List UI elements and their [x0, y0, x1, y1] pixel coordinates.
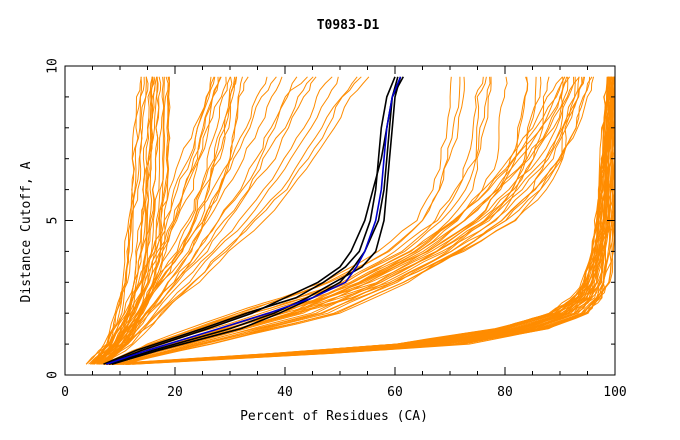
x-axis-label: Percent of Residues (CA) [240, 409, 428, 424]
orange-model-curve-9 [96, 76, 159, 365]
orange-model-curve-46 [105, 76, 452, 365]
orange-model-curve-2 [93, 76, 143, 365]
orange-model-curve-58 [105, 76, 550, 365]
orange-model-curve-68 [115, 76, 575, 365]
y-axis-label: Distance Cutoff, A [19, 161, 34, 302]
orange-model-curve-39 [99, 76, 314, 365]
orange-model-curve-54 [108, 76, 529, 365]
orange-model-curve-88 [109, 76, 609, 365]
orange-model-curve-38 [93, 76, 298, 365]
x-tick-label-80: 80 [497, 385, 513, 400]
orange-model-curve-75 [122, 76, 595, 365]
black-model-curve-3 [111, 76, 399, 365]
orange-model-curve-43 [99, 76, 358, 365]
orange-model-curve-100 [121, 76, 612, 365]
series-layer [85, 76, 616, 365]
orange-model-curve-31 [93, 76, 236, 365]
orange-model-curve-48 [101, 76, 465, 365]
orange-model-curve-67 [110, 76, 569, 365]
orange-model-curve-57 [105, 76, 537, 365]
x-tick-label-60: 60 [387, 385, 403, 400]
black-model-curve-1 [108, 76, 402, 365]
orange-model-curve-25 [93, 76, 222, 365]
x-axis: 0 20 40 60 80 100 [61, 66, 627, 400]
orange-model-curve-40 [99, 76, 317, 365]
orange-model-curve-21 [90, 76, 215, 365]
orange-model-curve-35 [91, 76, 277, 365]
orange-model-curve-20 [85, 76, 212, 365]
orange-model-curve-53 [104, 76, 508, 365]
y-tick-label-10: 10 [46, 58, 61, 74]
orange-model-curve-26 [93, 76, 227, 365]
orange-model-curve-50 [103, 76, 484, 365]
orange-model-curve-44 [102, 76, 362, 365]
chart-title: T0983-D1 [317, 18, 380, 33]
x-tick-label-100: 100 [603, 385, 626, 400]
orange-model-curve-36 [90, 76, 283, 365]
x-tick-label-40: 40 [277, 385, 293, 400]
orange-model-curve-32 [97, 76, 249, 365]
orange-model-curve-3 [96, 76, 149, 365]
orange-model-curve-14 [103, 76, 165, 365]
black-model-curve-0 [103, 76, 396, 365]
y-tick-label-5: 5 [46, 217, 61, 225]
orange-model-curve-72 [116, 76, 586, 365]
orange-model-curve-42 [100, 76, 339, 365]
orange-model-curve-74 [116, 76, 593, 365]
orange-model-curve-45 [105, 76, 370, 365]
orange-model-curve-23 [90, 76, 221, 365]
x-tick-label-20: 20 [167, 385, 183, 400]
orange-model-curve-69 [116, 76, 580, 365]
orange-model-curve-22 [85, 76, 216, 365]
blue-model-curve-0 [106, 76, 402, 365]
orange-model-curve-51 [108, 76, 491, 365]
orange-model-curve-70 [114, 76, 583, 365]
orange-model-curve-61 [106, 76, 580, 365]
x-tick-label-0: 0 [61, 385, 69, 400]
orange-model-curve-71 [118, 76, 584, 365]
orange-model-curve-64 [107, 76, 566, 365]
y-axis: 0 5 10 [46, 58, 615, 379]
orange-model-curve-47 [103, 76, 461, 365]
orange-model-curve-33 [98, 76, 243, 365]
y-tick-label-0: 0 [46, 371, 61, 379]
